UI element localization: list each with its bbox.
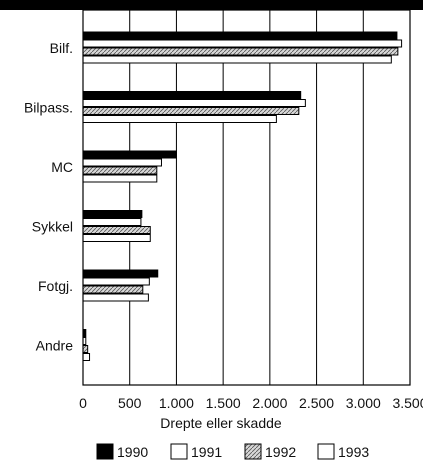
bar-fotgj-1990 xyxy=(82,269,159,278)
bar-mc-1990 xyxy=(82,150,177,159)
bar-sykkel-1993 xyxy=(82,234,151,242)
bar-bilpass-1990 xyxy=(82,91,302,99)
x-tick-label-2: 1.000 xyxy=(159,395,194,411)
bar-sykkel-1991 xyxy=(82,218,142,226)
x-tick-label-0: 0 xyxy=(79,395,87,411)
legend-label-1992: 1992 xyxy=(265,444,296,460)
bar-mc-1991 xyxy=(82,158,162,167)
legend-swatch-1991 xyxy=(170,443,188,460)
grid-lines xyxy=(129,10,364,385)
bar-bilf-1990 xyxy=(82,31,398,40)
x-tick-label-3: 1.500 xyxy=(206,395,241,411)
category-label-1: Bilpass. xyxy=(24,100,73,116)
legend-label-1991: 1991 xyxy=(191,444,222,460)
category-label-5: Andre xyxy=(36,338,74,354)
bar-bilpass-1993 xyxy=(82,115,277,123)
category-label-3: Sykkel xyxy=(32,219,73,235)
x-tick-label-6: 3.000 xyxy=(346,395,381,411)
bar-sykkel-1990 xyxy=(82,210,143,218)
bar-andre-1993 xyxy=(82,353,91,361)
bar-bilpass-1991 xyxy=(82,99,306,107)
x-tick-label-4: 2.000 xyxy=(252,395,287,411)
x-tick-labels: 0 500 1.000 1.500 2.000 2.500 3.000 3.500 xyxy=(79,395,423,411)
bar-sykkel-1992 xyxy=(82,226,151,234)
bar-bilf-1993 xyxy=(82,55,392,64)
top-border-bar xyxy=(0,0,423,10)
legend-label-1990: 1990 xyxy=(117,444,148,460)
category-label-2: MC xyxy=(51,159,73,175)
bars-group xyxy=(82,31,403,361)
bar-fotgj-1991 xyxy=(82,277,150,286)
x-tick-label-5: 2.500 xyxy=(299,395,334,411)
x-axis-title: Drepte eller skadde xyxy=(160,415,282,431)
bar-fotgj-1992 xyxy=(82,285,144,294)
legend-label-1993: 1993 xyxy=(338,444,369,460)
bar-mc-1993 xyxy=(82,174,158,183)
legend-swatch-1992 xyxy=(244,443,262,460)
bar-andre-1992 xyxy=(82,345,89,353)
x-tick-label-1: 500 xyxy=(118,395,142,411)
bar-bilf-1992 xyxy=(82,47,399,56)
category-labels: Bilf. Bilpass. MC Sykkel Fotgj. Andre xyxy=(24,40,73,354)
legend: 1990 1991 1992 1993 xyxy=(96,443,369,460)
bar-mc-1992 xyxy=(82,166,158,175)
bar-fotgj-1993 xyxy=(82,293,149,302)
category-label-0: Bilf. xyxy=(50,40,73,56)
plot-frame xyxy=(82,9,411,386)
legend-swatch-1993 xyxy=(317,443,335,460)
bar-bilpass-1992 xyxy=(82,107,300,115)
category-label-4: Fotgj. xyxy=(38,278,73,294)
x-tick-label-7: 3.500 xyxy=(392,395,423,411)
bar-bilf-1991 xyxy=(82,39,403,48)
legend-swatch-1990 xyxy=(96,443,114,460)
